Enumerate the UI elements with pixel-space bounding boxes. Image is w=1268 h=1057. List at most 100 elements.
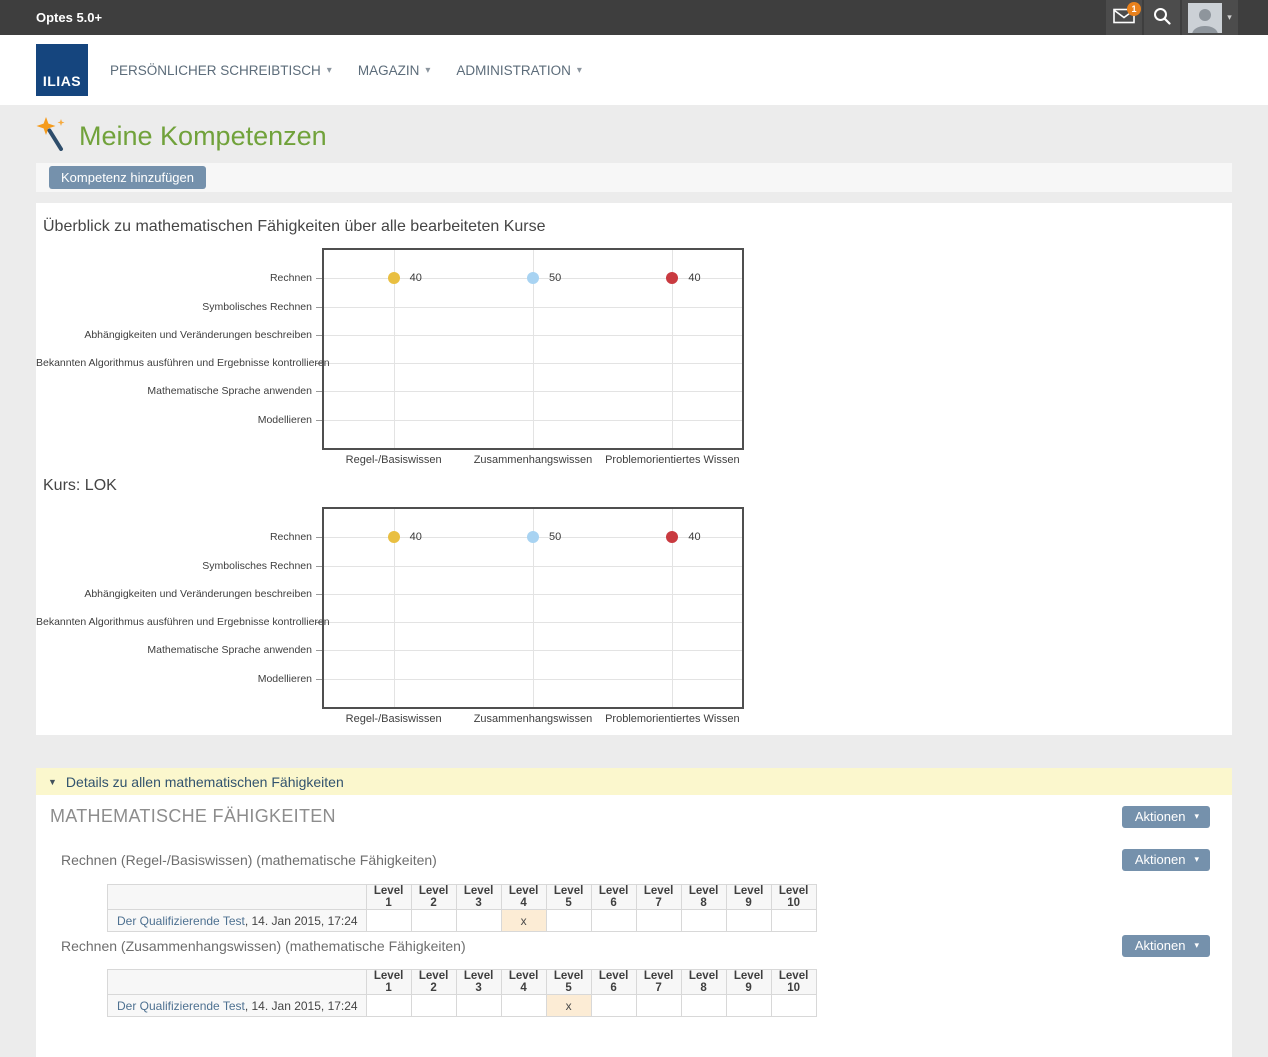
level-column-header: Level 8 <box>680 884 727 910</box>
y-axis-tick <box>316 278 322 280</box>
level-column-header: Level 1 <box>365 969 412 995</box>
y-axis-tick <box>316 537 322 539</box>
level-column-header: Level 9 <box>725 884 772 910</box>
level-column-header: Level 10 <box>770 969 817 995</box>
x-axis-label: Zusammenhangswissen <box>473 713 593 725</box>
data-point-value: 40 <box>409 531 422 544</box>
actions-button-section[interactable]: Aktionen ▾ <box>1121 805 1210 828</box>
level-cell <box>725 909 772 932</box>
level-column-header: Level 4 <box>500 969 547 995</box>
y-axis-label: Bekannten Algorithmus ausführen und Erge… <box>36 616 330 629</box>
y-axis-tick <box>316 391 322 393</box>
triangle-down-icon: ▼ <box>48 776 57 787</box>
y-axis-label: Abhängigkeiten und Veränderungen beschre… <box>84 587 312 600</box>
y-axis-label: Modellieren <box>257 672 312 685</box>
skill-level-table: Level 1 Level 2 Level 3 Level 4 Level 5 Level… <box>107 969 817 1017</box>
search-button[interactable] <box>1144 0 1180 35</box>
actions-button-label: Aktionen <box>1134 851 1186 867</box>
nav-item-administration[interactable]: ADMINISTRATION ▾ <box>456 63 582 78</box>
nav-item-label: PERSÖNLICHER SCHREIBTISCH <box>110 62 321 78</box>
chart-gridline-horizontal <box>324 306 742 308</box>
subsection-title-2: Rechnen (Zusammenhangswissen) (mathemati… <box>61 937 466 954</box>
table-header-row: Level 1 Level 2 Level 3 Level 4 Level 5 Level… <box>107 884 817 910</box>
data-point-value: 50 <box>549 531 562 544</box>
chart-gridline-vertical <box>393 509 395 707</box>
app-title: Optes 5.0+ <box>36 10 103 25</box>
data-point <box>666 272 679 285</box>
x-axis-label: Regel-/Basiswissen <box>345 713 442 725</box>
magic-wand-icon <box>36 116 66 156</box>
level-cell <box>680 994 727 1017</box>
y-axis-label: Rechnen <box>269 272 312 285</box>
level-column-header: Level 2 <box>410 884 457 910</box>
y-axis-label: Bekannten Algorithmus ausführen und Erge… <box>36 357 330 370</box>
chart-gridline-horizontal <box>324 650 742 652</box>
subsection-header-row: Rechnen (Regel-/Basiswissen) (mathematis… <box>50 848 1210 871</box>
user-menu-button[interactable]: ▾ <box>1182 0 1238 35</box>
marked-level-cell: x <box>545 994 592 1017</box>
y-axis-tick <box>316 363 322 365</box>
level-column-header: Level 8 <box>680 969 727 995</box>
x-axis-label: Zusammenhangswissen <box>473 454 593 466</box>
ilias-logo[interactable]: ILIAS <box>36 44 88 96</box>
course-chart-title: Kurs: LOK <box>43 477 117 494</box>
level-column-header: Level 9 <box>725 969 772 995</box>
nav-item-label: MAGAZIN <box>357 62 420 78</box>
chart-gridline-horizontal <box>324 419 742 421</box>
subsection-header-row: Rechnen (Zusammenhangswissen) (mathemati… <box>50 934 1210 957</box>
add-competence-button[interactable]: Kompetenz hinzufügen <box>49 166 206 189</box>
avatar <box>1188 2 1223 33</box>
y-axis-label: Modellieren <box>257 413 312 426</box>
main-nav: PERSÖNLICHER SCHREIBTISCH ▾ MAGAZIN ▾ AD… <box>110 63 608 78</box>
chart-gridline-horizontal <box>324 363 742 365</box>
level-cell <box>635 994 682 1017</box>
nav-item-persoenlicher-schreibtisch[interactable]: PERSÖNLICHER SCHREIBTISCH ▾ <box>110 63 332 78</box>
y-axis-tick <box>316 334 322 336</box>
search-icon <box>1153 7 1171 28</box>
y-axis-tick <box>316 622 322 624</box>
test-date: , 14. Jan 2015, 17:24 <box>244 998 358 1013</box>
actions-button-label: Aktionen <box>1134 808 1186 824</box>
nav-item-magazin[interactable]: MAGAZIN ▾ <box>358 63 431 78</box>
y-axis-label: Symbolisches Rechnen <box>202 559 312 572</box>
data-point-value: 40 <box>688 531 701 544</box>
details-accordion-toggle[interactable]: ▼ Details zu allen mathematischen Fähigk… <box>36 768 1232 795</box>
test-link[interactable]: Der Qualifizierende Test <box>117 998 245 1013</box>
chart-gridline-horizontal <box>324 391 742 393</box>
chart-gridline-vertical <box>672 250 674 448</box>
mail-button[interactable]: 1 <box>1106 0 1142 35</box>
test-link[interactable]: Der Qualifizierende Test <box>117 913 245 928</box>
level-column-header: Level 5 <box>545 969 592 995</box>
accordion-label: Details zu allen mathematischen Fähigkei… <box>65 773 344 790</box>
chart-gridline-horizontal <box>324 678 742 680</box>
data-point-value: 50 <box>549 272 562 285</box>
level-column-header: Level 6 <box>590 884 637 910</box>
table-corner-cell <box>107 884 367 910</box>
overview-chart-title: Überblick zu mathematischen Fähigkeiten … <box>43 218 546 235</box>
skill-level-table-1: Level 1 Level 2 Level 3 Level 4 Level 5 Level… <box>107 884 1210 932</box>
y-axis-tick <box>316 678 322 680</box>
chevron-down-icon: ▾ <box>1194 810 1199 821</box>
level-column-header: Level 5 <box>545 884 592 910</box>
level-cell <box>770 994 817 1017</box>
data-point <box>387 272 400 285</box>
topbar-actions: 1 ▾ <box>1106 0 1238 35</box>
actions-button-subsection-1[interactable]: Aktionen ▾ <box>1121 848 1210 871</box>
chart-gridline-vertical <box>533 509 534 707</box>
page-title-row: Meine Kompetenzen <box>36 105 1232 151</box>
x-axis-label: Regel-/Basiswissen <box>345 454 442 466</box>
actions-button-label: Aktionen <box>1134 937 1186 953</box>
chart-gridline-vertical <box>533 250 534 448</box>
level-cell <box>365 994 412 1017</box>
level-column-header: Level 6 <box>590 969 637 995</box>
level-cell <box>725 994 772 1017</box>
topbar: Optes 5.0+ 1 ▾ <box>0 0 1268 35</box>
y-axis-tick <box>316 306 322 308</box>
page-title: Meine Kompetenzen <box>79 120 327 151</box>
actions-button-subsection-2[interactable]: Aktionen ▾ <box>1121 934 1210 957</box>
chevron-down-icon: ▾ <box>1194 939 1199 950</box>
level-cell <box>635 909 682 932</box>
level-cell <box>590 994 637 1017</box>
y-axis-label: Abhängigkeiten und Veränderungen beschre… <box>84 328 312 341</box>
y-axis-label: Symbolisches Rechnen <box>202 300 312 313</box>
